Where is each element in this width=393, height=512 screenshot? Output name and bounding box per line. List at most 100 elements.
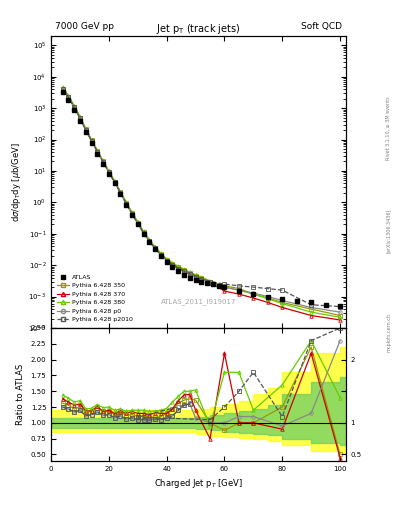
- Pythia 6.428 p2010: [66, 94, 71, 100]
- Text: 7000 GeV pp: 7000 GeV pp: [55, 22, 114, 31]
- Pythia 6.428 380: [199, 274, 204, 280]
- Title: Jet p$_{\rm T}$ (track jets): Jet p$_{\rm T}$ (track jets): [156, 22, 241, 36]
- ATLAS: [211, 281, 215, 287]
- Pythia 6.428 350: [95, 148, 100, 154]
- Text: Rivet 3.1.10, ≥ 3M events: Rivet 3.1.10, ≥ 3M events: [386, 96, 391, 160]
- Pythia 6.428 380: [280, 301, 285, 307]
- ATLAS: [222, 284, 227, 290]
- Pythia 6.428 350: [182, 267, 186, 273]
- Text: ATLAS_2011_I919017: ATLAS_2011_I919017: [161, 298, 236, 305]
- Pythia 6.428 370: [164, 257, 169, 263]
- Pythia 6.428 350: [199, 275, 204, 282]
- Pythia 6.428 350: [78, 115, 83, 121]
- Pythia 6.428 p0: [182, 268, 186, 274]
- Pythia 6.428 370: [280, 305, 285, 311]
- Pythia 6.428 370: [187, 269, 192, 275]
- Pythia 6.428 p0: [124, 201, 129, 207]
- Text: mcplots.cern.ch: mcplots.cern.ch: [386, 313, 391, 352]
- Pythia 6.428 p0: [136, 221, 140, 227]
- Pythia 6.428 380: [158, 250, 163, 257]
- ATLAS: [280, 296, 285, 302]
- Pythia 6.428 350: [124, 200, 129, 206]
- Pythia 6.428 370: [176, 264, 181, 270]
- Pythia 6.428 370: [338, 317, 342, 323]
- Pythia 6.428 p2010: [89, 138, 94, 144]
- Pythia 6.428 p0: [193, 273, 198, 280]
- ATLAS: [164, 259, 169, 265]
- Pythia 6.428 370: [78, 114, 83, 120]
- X-axis label: Charged Jet p$_T$ [GeV]: Charged Jet p$_T$ [GeV]: [154, 477, 243, 490]
- Pythia 6.428 p0: [309, 305, 314, 311]
- Pythia 6.428 350: [208, 279, 212, 285]
- Pythia 6.428 370: [107, 168, 111, 175]
- Pythia 6.428 380: [338, 314, 342, 321]
- Pythia 6.428 p0: [280, 297, 285, 304]
- Pythia 6.428 p0: [251, 290, 256, 296]
- Pythia 6.428 380: [265, 296, 270, 302]
- Pythia 6.428 380: [95, 147, 100, 154]
- Pythia 6.428 p0: [338, 309, 342, 315]
- Pythia 6.428 350: [112, 179, 117, 185]
- Pythia 6.428 350: [309, 306, 314, 312]
- Pythia 6.428 p2010: [199, 275, 204, 282]
- Pythia 6.428 p2010: [164, 258, 169, 264]
- Pythia 6.428 380: [89, 137, 94, 143]
- ATLAS: [78, 118, 83, 124]
- Pythia 6.428 p2010: [176, 266, 181, 272]
- Pythia 6.428 p2010: [193, 273, 198, 280]
- ATLAS: [101, 161, 105, 167]
- Pythia 6.428 350: [265, 295, 270, 301]
- Pythia 6.428 p0: [95, 148, 100, 155]
- Pythia 6.428 p2010: [153, 245, 158, 251]
- Pythia 6.428 370: [124, 200, 129, 206]
- Pythia 6.428 370: [147, 237, 152, 243]
- Pythia 6.428 350: [101, 158, 105, 164]
- Pythia 6.428 380: [130, 209, 134, 216]
- ATLAS: [141, 231, 146, 237]
- Pythia 6.428 380: [208, 278, 212, 284]
- Pythia 6.428 350: [251, 291, 256, 297]
- ATLAS: [323, 302, 328, 308]
- Pythia 6.428 p0: [265, 293, 270, 300]
- ATLAS: [153, 246, 158, 252]
- Pythia 6.428 370: [72, 103, 77, 109]
- Pythia 6.428 350: [136, 220, 140, 226]
- Pythia 6.428 p2010: [95, 148, 100, 155]
- Pythia 6.428 p0: [147, 239, 152, 245]
- ATLAS: [251, 291, 256, 297]
- Pythia 6.428 p0: [208, 280, 212, 286]
- Pythia 6.428 350: [107, 168, 111, 175]
- Pythia 6.428 p0: [176, 266, 181, 272]
- Line: Pythia 6.428 p2010: Pythia 6.428 p2010: [61, 88, 342, 308]
- ATLAS: [72, 106, 77, 113]
- Pythia 6.428 380: [83, 126, 88, 132]
- Pythia 6.428 370: [309, 312, 314, 318]
- Pythia 6.428 370: [199, 274, 204, 281]
- Pythia 6.428 350: [118, 189, 123, 195]
- Pythia 6.428 350: [147, 238, 152, 244]
- ATLAS: [294, 297, 299, 304]
- Pythia 6.428 350: [222, 283, 227, 289]
- ATLAS: [89, 139, 94, 145]
- Pythia 6.428 370: [83, 126, 88, 132]
- Text: [arXiv:1306.3436]: [arXiv:1306.3436]: [386, 208, 391, 252]
- Pythia 6.428 350: [153, 245, 158, 251]
- Pythia 6.428 370: [89, 137, 94, 143]
- Pythia 6.428 p2010: [124, 201, 129, 207]
- ATLAS: [124, 202, 129, 208]
- Pythia 6.428 350: [72, 104, 77, 110]
- ATLAS: [176, 268, 181, 274]
- ATLAS: [60, 89, 65, 95]
- Pythia 6.428 350: [66, 94, 71, 100]
- Pythia 6.428 350: [141, 229, 146, 236]
- Legend: ATLAS, Pythia 6.428 350, Pythia 6.428 370, Pythia 6.428 380, Pythia 6.428 p0, Py: ATLAS, Pythia 6.428 350, Pythia 6.428 37…: [54, 272, 136, 325]
- Pythia 6.428 370: [130, 209, 134, 216]
- Pythia 6.428 p2010: [107, 169, 111, 176]
- Pythia 6.428 350: [83, 126, 88, 133]
- Pythia 6.428 370: [265, 300, 270, 306]
- ATLAS: [182, 271, 186, 278]
- Y-axis label: Ratio to ATLAS: Ratio to ATLAS: [16, 364, 25, 425]
- ATLAS: [187, 274, 192, 281]
- ATLAS: [265, 293, 270, 300]
- ATLAS: [216, 283, 221, 289]
